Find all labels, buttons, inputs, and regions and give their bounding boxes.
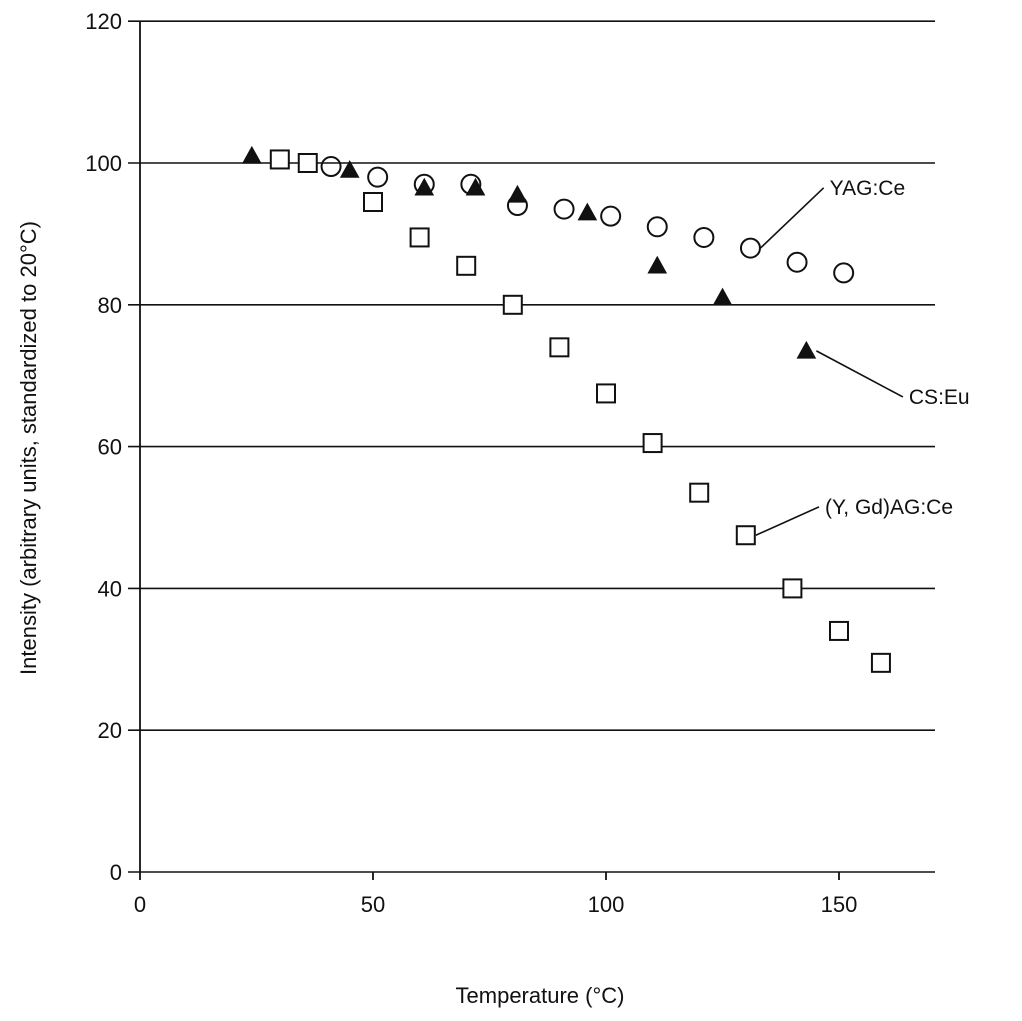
x-tick-label: 150 (821, 892, 858, 917)
series-label: (Y, Gd)AG:Ce (825, 496, 953, 519)
data-point-triangle (797, 342, 815, 358)
callout-leader-line (760, 188, 823, 248)
y-tick-label: 100 (85, 151, 122, 176)
x-tick-label: 50 (361, 892, 385, 917)
data-points (243, 147, 890, 672)
data-point-circle (648, 217, 667, 236)
data-point-triangle (648, 257, 666, 273)
data-point-triangle (714, 289, 732, 305)
y-tick-label: 20 (98, 718, 122, 743)
data-point-square (299, 154, 317, 172)
data-point-circle (694, 228, 713, 247)
data-point-circle (555, 200, 574, 219)
series-labels: YAG:Ce CS:Eu (Y, Gd)AG:Ce (756, 177, 970, 535)
data-point-square (597, 384, 615, 402)
data-point-circle (834, 263, 853, 282)
data-point-circle (368, 168, 387, 187)
axes (140, 21, 839, 880)
grid-lines (128, 21, 935, 872)
data-point-square (457, 257, 475, 275)
data-point-square (783, 579, 801, 597)
data-point-triangle (243, 147, 261, 163)
data-point-square (690, 484, 708, 502)
data-point-square (830, 622, 848, 640)
x-tick-label: 0 (134, 892, 146, 917)
data-point-square (364, 193, 382, 211)
x-axis-title: Temperature (°C) (456, 983, 625, 1008)
y-tick-label: 80 (98, 293, 122, 318)
data-point-square (737, 526, 755, 544)
data-point-triangle (467, 179, 485, 195)
y-tick-label: 120 (85, 9, 122, 34)
callout-leader-line (756, 507, 819, 535)
data-point-circle (322, 157, 341, 176)
data-point-square (271, 150, 289, 168)
data-point-square (411, 228, 429, 246)
data-point-square (644, 434, 662, 452)
data-point-triangle (508, 186, 526, 202)
data-point-triangle (578, 204, 596, 220)
data-point-circle (601, 207, 620, 226)
y-tick-label: 40 (98, 576, 122, 601)
callout-leader-line (816, 351, 903, 397)
data-point-circle (741, 239, 760, 258)
y-tick-label: 60 (98, 435, 122, 460)
series-label: CS:Eu (909, 386, 970, 409)
series-label: YAG:Ce (830, 177, 905, 200)
series-filled-triangle (243, 147, 816, 358)
x-tick-label: 100 (588, 892, 625, 917)
tick-labels: 0 20 40 60 80 100 120 0 50 100 150 (85, 9, 857, 917)
data-point-circle (788, 253, 807, 272)
y-axis-title: Intensity (arbitrary units, standardized… (16, 221, 41, 675)
y-tick-label: 0 (110, 860, 122, 885)
data-point-square (550, 338, 568, 356)
series-open-square (271, 150, 890, 671)
data-point-square (504, 296, 522, 314)
data-point-triangle (415, 179, 433, 195)
data-point-square (872, 654, 890, 672)
